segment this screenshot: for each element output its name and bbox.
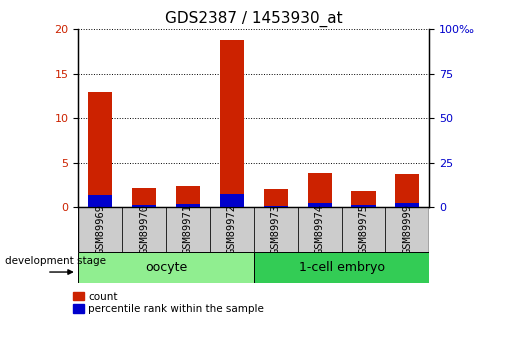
Bar — [395, 204, 419, 207]
Text: development stage: development stage — [5, 256, 106, 266]
Bar — [78, 252, 254, 283]
Text: oocyte: oocyte — [145, 261, 187, 274]
Bar — [254, 207, 297, 252]
Bar — [297, 207, 341, 252]
Legend: count, percentile rank within the sample: count, percentile rank within the sample — [73, 292, 264, 314]
Text: GSM89974: GSM89974 — [315, 205, 325, 254]
Bar — [385, 207, 429, 252]
Text: GSM89975: GSM89975 — [359, 205, 369, 254]
Text: GSM89972: GSM89972 — [227, 205, 237, 254]
Bar — [308, 203, 332, 207]
Bar — [176, 204, 200, 207]
Text: GSM89969: GSM89969 — [95, 205, 105, 254]
Text: 1-cell embryo: 1-cell embryo — [298, 261, 384, 274]
Bar — [264, 206, 288, 207]
Bar — [132, 188, 156, 207]
Text: GSM89999: GSM89999 — [402, 205, 412, 254]
Bar — [351, 191, 376, 207]
Text: GSM89971: GSM89971 — [183, 205, 193, 254]
Bar — [220, 40, 244, 207]
Bar — [122, 207, 166, 252]
Bar — [395, 174, 419, 207]
Text: GSM89970: GSM89970 — [139, 205, 149, 254]
Bar — [351, 205, 376, 207]
Title: GDS2387 / 1453930_at: GDS2387 / 1453930_at — [165, 10, 342, 27]
Bar — [220, 194, 244, 207]
Text: GSM89973: GSM89973 — [271, 205, 281, 254]
Bar — [264, 189, 288, 207]
Bar — [88, 195, 112, 207]
Bar — [78, 207, 122, 252]
Bar — [176, 186, 200, 207]
Bar — [308, 173, 332, 207]
Bar — [166, 207, 210, 252]
Bar — [254, 252, 429, 283]
Bar — [132, 205, 156, 207]
Bar — [341, 207, 385, 252]
Bar — [210, 207, 254, 252]
Bar — [88, 91, 112, 207]
